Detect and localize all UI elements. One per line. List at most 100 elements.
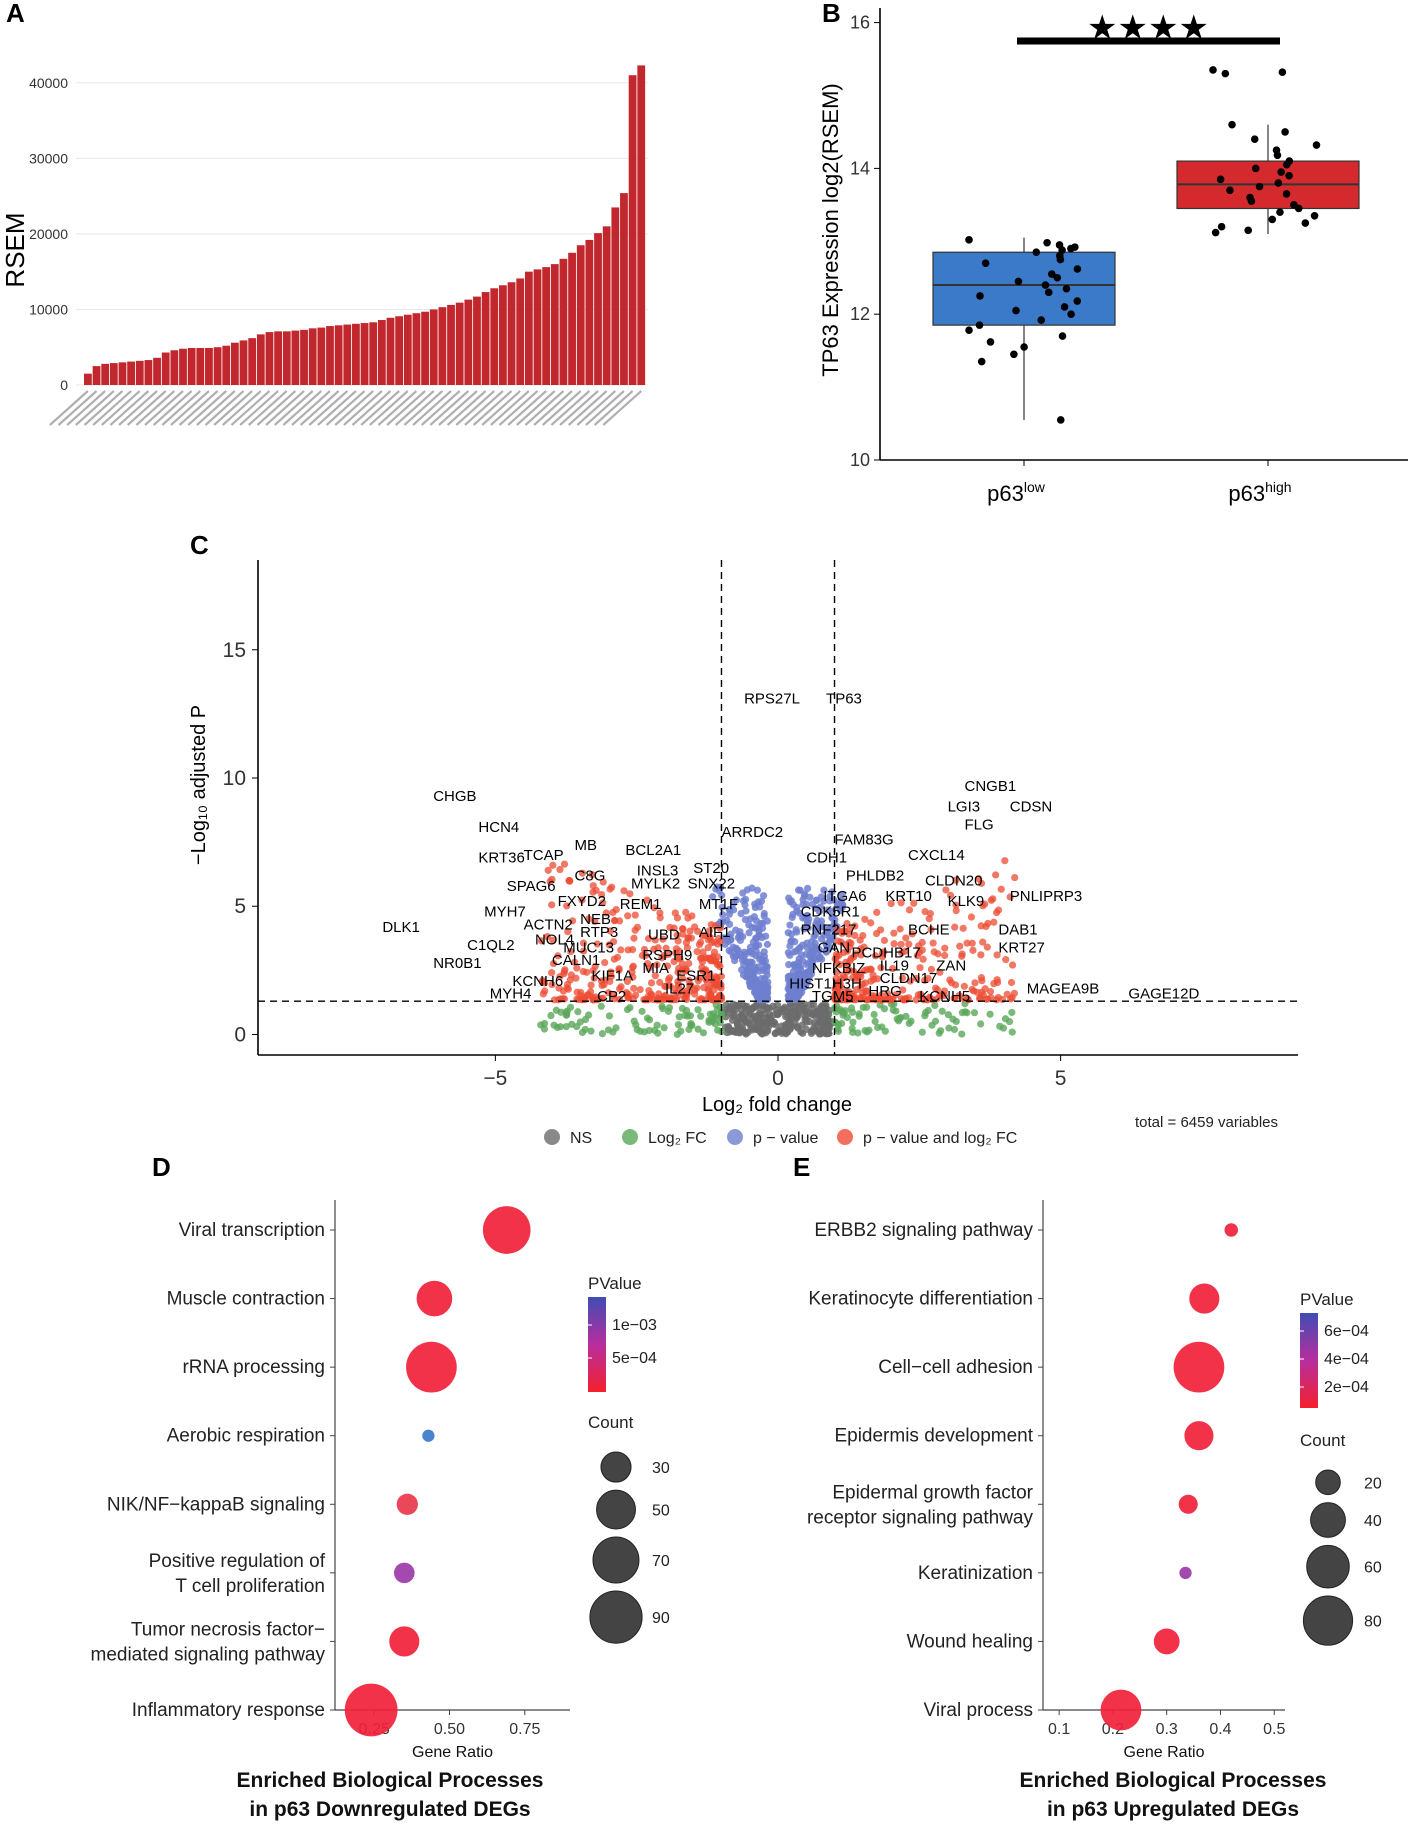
panelD-legend-color-tick-label: 1e−03 bbox=[612, 1317, 657, 1334]
gene-label: GAGE12D bbox=[1128, 986, 1199, 1003]
volcano-point bbox=[550, 1021, 558, 1029]
volcano-point bbox=[930, 948, 938, 956]
box-data-point bbox=[1010, 350, 1018, 359]
panel-e-caption-line2: in p63 Upregulated DEGs bbox=[1047, 1798, 1299, 1821]
panel-a-bar bbox=[473, 296, 481, 385]
volcano-point bbox=[887, 899, 895, 908]
panelD-legend-size-label: 30 bbox=[652, 1460, 670, 1477]
panel-a-bar bbox=[239, 340, 248, 385]
volcano-point bbox=[849, 1018, 857, 1026]
volcano-point bbox=[694, 977, 702, 985]
panelE-legend-size-label: 80 bbox=[1364, 1614, 1382, 1631]
volcano-point bbox=[786, 921, 794, 929]
volcano-legend-label: p − value bbox=[753, 1130, 818, 1147]
volcano-point bbox=[587, 1027, 595, 1035]
panelD-term-label: Muscle contraction bbox=[167, 1289, 325, 1310]
volcano-point bbox=[682, 908, 690, 916]
box-data-point bbox=[965, 326, 973, 335]
panel-a-xtick-label-mark bbox=[325, 390, 366, 426]
volcano-point bbox=[874, 1023, 882, 1032]
panel-a-bar bbox=[542, 267, 551, 385]
volcano-point bbox=[674, 937, 682, 945]
volcano-point bbox=[763, 971, 771, 979]
panelE-term-label: Epidermis development bbox=[834, 1426, 1033, 1447]
gene-label: NEB bbox=[580, 911, 611, 928]
panel-a-bar bbox=[144, 360, 153, 385]
volcano-point bbox=[1008, 1028, 1016, 1036]
box-data-point bbox=[1073, 297, 1082, 305]
panelD-xtick-label: 0.75 bbox=[509, 1721, 540, 1738]
volcano-point bbox=[577, 988, 585, 997]
volcano-point bbox=[989, 895, 997, 903]
volcano-point bbox=[880, 936, 889, 945]
volcano-point bbox=[764, 1027, 772, 1035]
volcano-point bbox=[924, 974, 932, 983]
volcano-point bbox=[856, 936, 864, 944]
volcano-point bbox=[630, 984, 638, 992]
panelD-term-label: Tumor necrosis factor− bbox=[131, 1619, 325, 1640]
panel-a-bar bbox=[499, 285, 507, 385]
box-data-point bbox=[977, 357, 986, 366]
gene-label: KRT27 bbox=[998, 939, 1044, 956]
volcano-point bbox=[837, 975, 845, 983]
box-data-point bbox=[1047, 270, 1056, 278]
gene-label: NR0B1 bbox=[433, 955, 481, 972]
panel-e-caption-line1: Enriched Biological Processes bbox=[1020, 1769, 1327, 1792]
volcano-point bbox=[562, 1023, 570, 1031]
volcano-point bbox=[615, 965, 623, 973]
volcano-point bbox=[822, 948, 830, 956]
volcano-point bbox=[857, 951, 865, 959]
volcano-point bbox=[867, 966, 875, 974]
box-data-point bbox=[1276, 208, 1284, 216]
panel-a-xtick-label-mark bbox=[308, 390, 349, 426]
volcano-point bbox=[808, 938, 816, 946]
volcano-point bbox=[610, 955, 618, 963]
volcano-point bbox=[863, 1003, 871, 1011]
volcano-point bbox=[655, 990, 663, 998]
box-data-point bbox=[1043, 238, 1051, 247]
volcano-point bbox=[693, 947, 701, 956]
volcano-point bbox=[679, 930, 687, 938]
panel-c-ytick-label: 15 bbox=[223, 639, 246, 662]
volcano-point bbox=[712, 885, 720, 893]
panelD-legend-colorbar bbox=[588, 1297, 606, 1392]
volcano-point bbox=[846, 925, 854, 933]
volcano-point bbox=[581, 1015, 590, 1024]
gene-label: ACTN2 bbox=[524, 916, 573, 933]
volcano-point bbox=[877, 964, 885, 972]
gene-label: CXCL14 bbox=[908, 847, 965, 864]
panel-a-ytick-label: 30000 bbox=[29, 150, 68, 166]
volcano-point bbox=[825, 1029, 833, 1038]
box-data-point bbox=[1221, 69, 1230, 78]
panel-a-xtick-label-mark bbox=[593, 390, 634, 426]
panelE-legend-size-label: 40 bbox=[1364, 1513, 1382, 1530]
volcano-point bbox=[851, 922, 859, 930]
volcano-point bbox=[711, 922, 719, 930]
volcano-point bbox=[788, 1013, 796, 1021]
panelD-legend-size-label: 70 bbox=[652, 1553, 670, 1570]
panel-b-box-plot: TP63 Expression log2(RSEM) ★★★★ 10121416… bbox=[818, 8, 1408, 506]
volcano-point bbox=[958, 1030, 966, 1038]
panel-b-ytick-label: 16 bbox=[850, 13, 870, 33]
panel-a-bar bbox=[213, 347, 222, 385]
panel-e-dot-plot: Enriched Biological Processes in p63 Upr… bbox=[807, 1200, 1382, 1821]
panel-a-xtick-label-mark bbox=[550, 390, 591, 426]
panel-c-volcano-plot: −Log₁₀ adjusted P Log₂ fold change total… bbox=[188, 560, 1298, 1147]
panelE-term-label: receptor signaling pathway bbox=[807, 1507, 1034, 1528]
gene-label: TGM5 bbox=[812, 988, 854, 1005]
panel-a-xtick-label-mark bbox=[273, 390, 314, 426]
volcano-point bbox=[997, 885, 1005, 893]
panel-a-xtick-label-mark bbox=[118, 390, 158, 426]
panel-a-xtick-label-mark bbox=[187, 390, 227, 426]
volcano-point bbox=[589, 888, 597, 896]
volcano-point bbox=[664, 976, 673, 984]
gene-label: BCL2A1 bbox=[625, 842, 681, 859]
gene-label: MB bbox=[575, 837, 598, 854]
volcano-point bbox=[951, 923, 959, 931]
box-data-point bbox=[986, 338, 995, 346]
panel-a-bar bbox=[429, 309, 438, 385]
volcano-point bbox=[723, 916, 731, 925]
volcano-point bbox=[871, 1017, 879, 1025]
volcano-point bbox=[741, 901, 749, 909]
panel-a-xtick-label-mark bbox=[455, 390, 495, 426]
